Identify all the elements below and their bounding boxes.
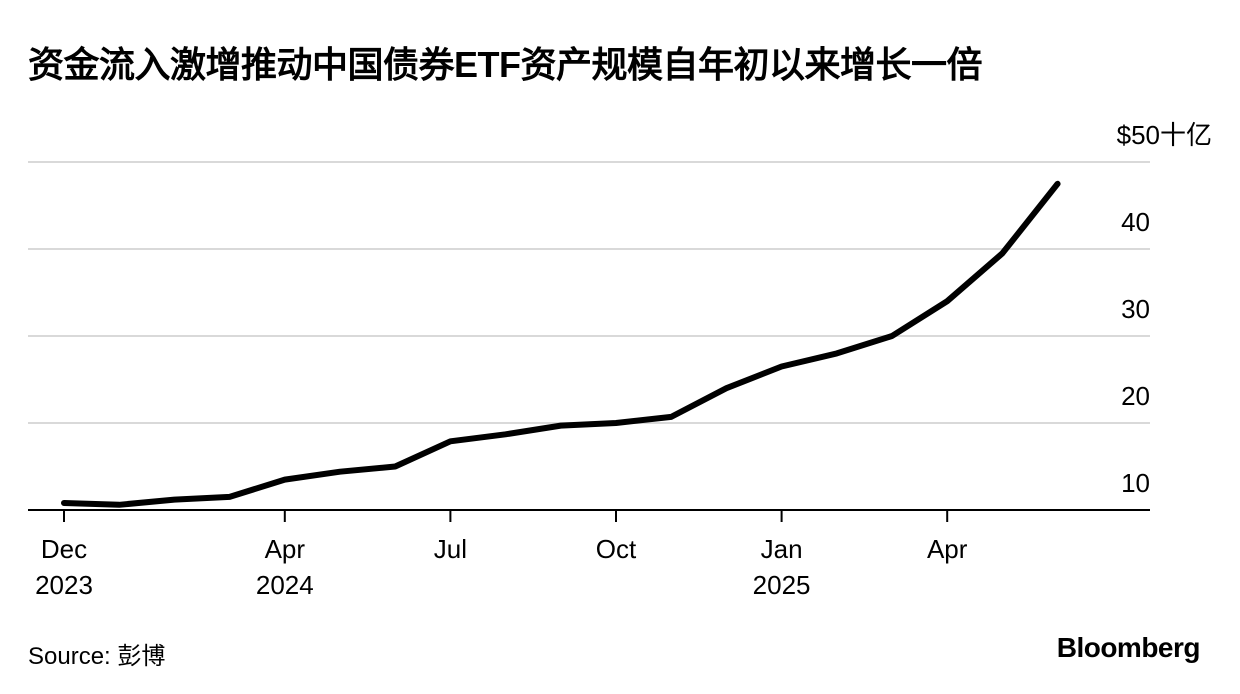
x-tick-label: Oct [596,534,637,564]
gridlines [28,161,1150,424]
series-group [61,180,1061,508]
x-tick-year-label: 2023 [35,570,93,600]
y-tick-label: $50十亿 [1117,120,1212,150]
bloomberg-logo: Bloomberg [1056,632,1201,663]
x-tick-year-label: 2025 [753,570,811,600]
y-tick-label: 10 [1121,468,1150,498]
x-tick-label: Dec [41,534,87,564]
y-tick-label: 30 [1121,294,1150,324]
source-note: Source: 彭博 [28,643,166,670]
x-tick-label: Apr [927,534,968,564]
x-tick-label: Jul [434,534,467,564]
chart-title: 资金流入激增推动中国债券ETF资产规模自年初以来增长一倍 [28,44,983,85]
series-line [61,180,1061,508]
x-tick-year-label: 2024 [256,570,314,600]
x-tick-label: Apr [265,534,306,564]
y-tick-label: 20 [1121,381,1150,411]
x-tick-label: Jan [761,534,803,564]
x-axis: Dec 2023 Apr 2024 Jul Oct Jan 2025 Apr [28,509,1150,600]
y-tick-label: 40 [1121,207,1150,237]
y-axis-ticks: $50十亿 40 30 20 10 [1117,120,1212,498]
